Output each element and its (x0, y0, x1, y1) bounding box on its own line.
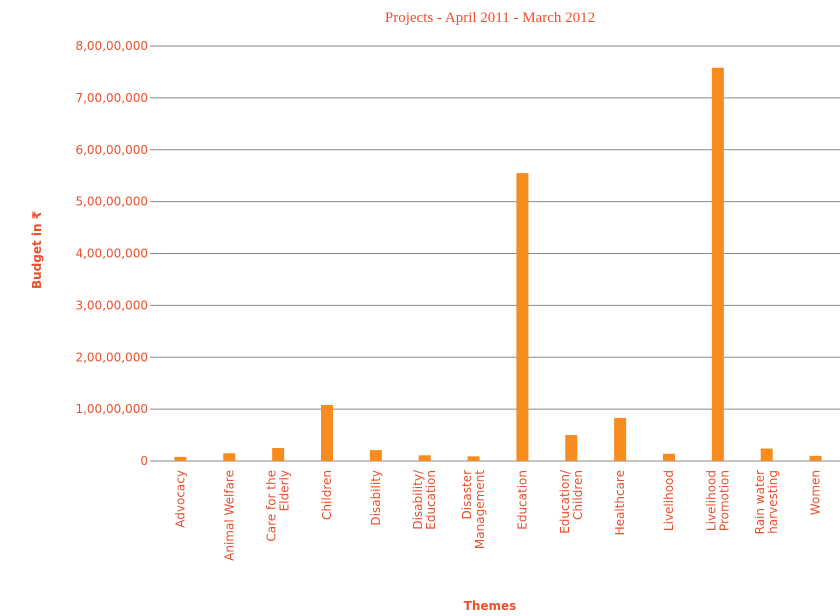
y-tick-label: 5,00,00,000 (75, 195, 148, 209)
bar (272, 448, 285, 461)
bar (565, 435, 578, 461)
x-tick-label: Children (320, 470, 334, 520)
y-tick-label: 2,00,00,000 (75, 350, 148, 364)
y-axis-title: Budget in ₹ (30, 211, 44, 289)
x-tick-label: Education (515, 470, 529, 530)
bar (711, 67, 724, 461)
x-axis-title: Themes (464, 599, 517, 613)
y-tick-label: 4,00,00,000 (75, 247, 148, 261)
y-tick-label: 6,00,00,000 (75, 143, 148, 157)
x-tick-label: Care for theElderly (265, 470, 292, 542)
bar (516, 173, 529, 461)
x-tick-label: Disability (369, 470, 383, 526)
x-tick-label: Healthcare (613, 470, 627, 535)
y-tick-label: 0 (140, 454, 148, 468)
y-tick-label: 8,00,00,000 (75, 39, 148, 53)
chart-title: Projects - April 2011 - March 2012 (385, 10, 595, 26)
x-tick-label: Disability/Education (411, 469, 438, 530)
x-tick-label: DisasterManagement (460, 470, 487, 549)
bar (223, 453, 236, 461)
x-tick-label: LivelihoodPromotion (704, 470, 731, 531)
bar (369, 450, 382, 461)
bar (663, 453, 675, 461)
bar (321, 404, 333, 461)
x-tick-label: Livelihood (662, 470, 676, 531)
y-tick-label: 7,00,00,000 (75, 91, 148, 105)
x-tick-label: Education/Children (558, 469, 585, 534)
bar (467, 456, 480, 461)
x-tick-label: Rain waterharvesting (753, 470, 780, 534)
y-tick-label: 1,00,00,000 (75, 402, 148, 416)
bar (174, 456, 187, 461)
bar (809, 455, 822, 461)
bar (614, 417, 627, 461)
x-tick-label: Women (809, 470, 823, 515)
y-tick-label: 3,00,00,000 (75, 298, 148, 312)
x-tick-label: Advocacy (173, 470, 187, 528)
bar (760, 448, 773, 461)
bar (418, 455, 431, 461)
x-tick-label: Animal Welfare (222, 470, 236, 561)
